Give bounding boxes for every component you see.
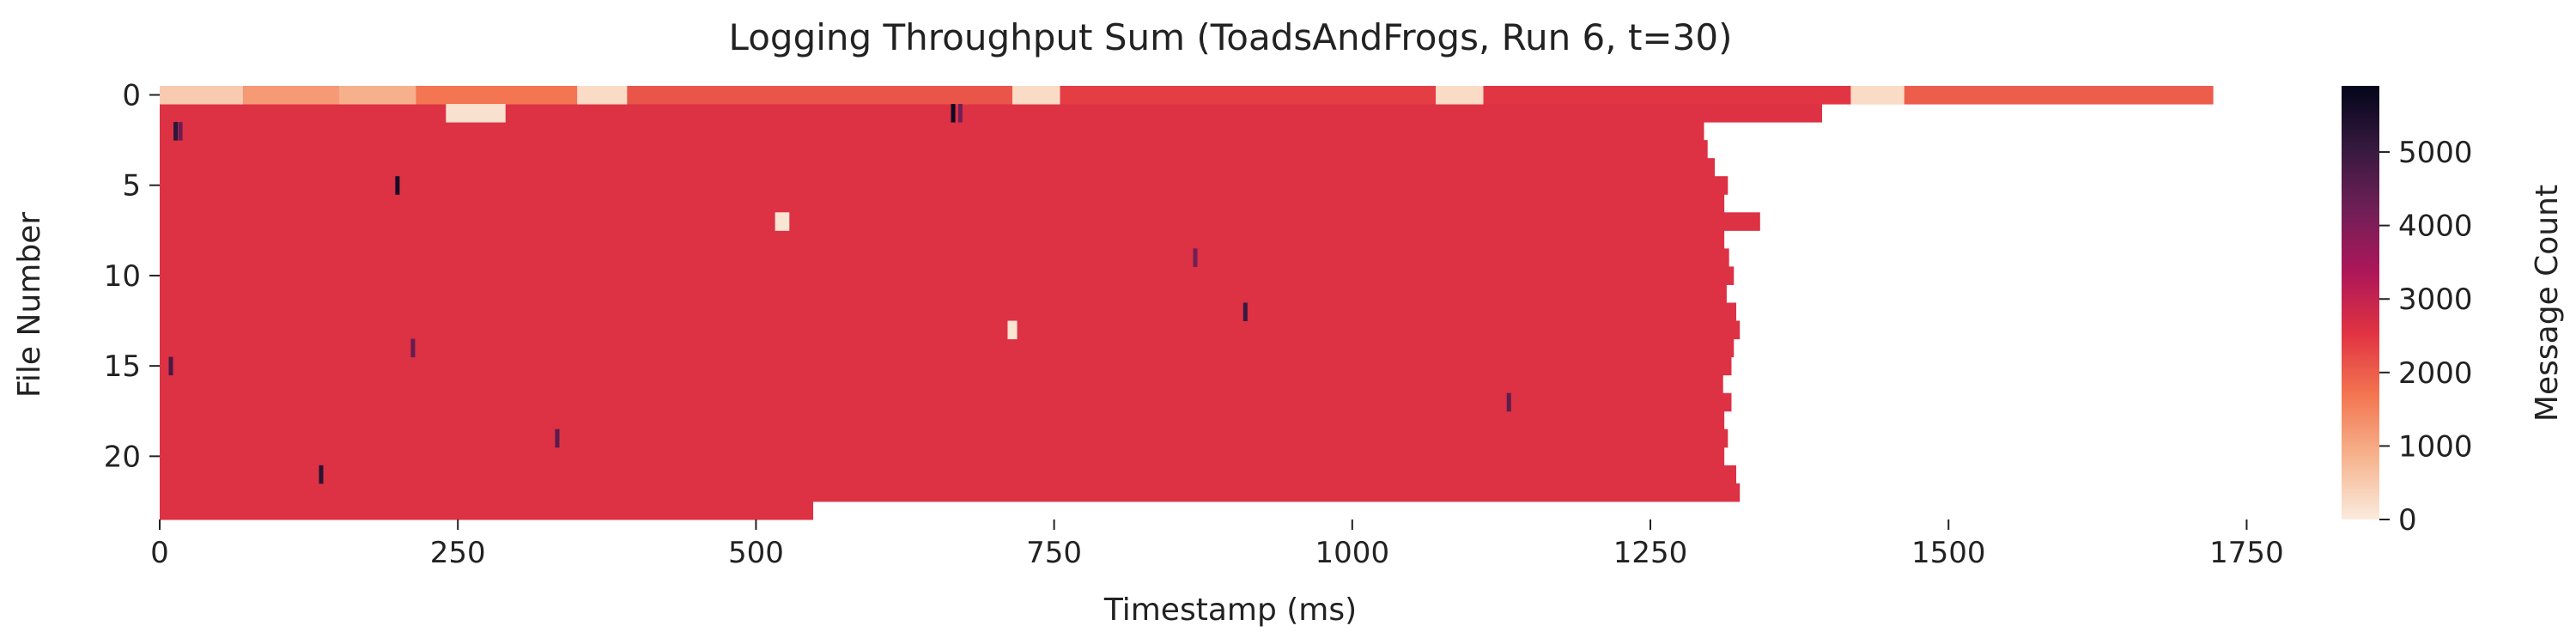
colorbar-tick-label: 2000 — [2398, 356, 2473, 391]
heatmap-row-23 — [160, 501, 814, 520]
heatmap-low-cell-0 — [446, 104, 506, 123]
heatmap-cell-row0-1 — [243, 86, 339, 105]
x-axis: 0 250 500 750 1000 1250 1500 1750 — [150, 519, 2284, 570]
heatmap-row-4 — [160, 158, 1716, 177]
heatmap-row-14 — [160, 338, 1735, 358]
heatmap-peak-cell-5 — [168, 356, 173, 376]
heatmap-low-cell-1 — [775, 212, 790, 231]
x-tick-label: 1250 — [1613, 536, 1688, 570]
x-tick-label: 1000 — [1315, 536, 1390, 570]
heatmap-row-10 — [160, 266, 1735, 285]
x-tick-label: 1500 — [1911, 536, 1986, 570]
heatmap-peak-cell-6 — [319, 465, 324, 484]
heatmap-row-1 — [160, 104, 1823, 123]
colorbar-ticks: 0 1000 2000 3000 4000 5000 — [2379, 136, 2473, 538]
y-tick-label: 15 — [104, 349, 141, 384]
heatmap-peak-cell-0 — [173, 122, 179, 141]
heatmap-low-cell-2 — [1007, 320, 1018, 340]
colorbar-tick-label: 5000 — [2398, 136, 2473, 170]
y-axis: 0 5 10 15 20 — [104, 79, 160, 474]
heatmap-row-13 — [160, 320, 1741, 340]
heatmap-cell-row0-11 — [1904, 86, 2214, 105]
heatmap-cell-row0-8 — [1436, 86, 1484, 105]
y-tick-label: 5 — [122, 169, 141, 204]
x-axis-label: Timestamp (ms) — [1103, 592, 1357, 628]
heatmap-row-3 — [160, 140, 1708, 159]
heatmap-row-19 — [160, 428, 1728, 448]
y-tick-label: 10 — [104, 259, 141, 294]
heatmap-cell-row0-3 — [416, 86, 578, 105]
heatmap-row-7 — [160, 212, 1760, 231]
y-tick-label: 0 — [122, 79, 141, 113]
heatmap-row-17 — [160, 392, 1732, 412]
heatmap-peak-cell-3 — [957, 104, 963, 123]
heatmap-row-18 — [160, 410, 1725, 430]
heatmap-cell-row0-9 — [1483, 86, 1851, 105]
colorbar-label: Message Count — [2530, 185, 2565, 422]
heatmap-row-20 — [160, 447, 1725, 466]
colorbar — [2342, 86, 2379, 519]
heatmap-row-8 — [160, 230, 1725, 249]
heatmap-peak-cell-4 — [395, 176, 400, 195]
x-tick-label: 250 — [430, 536, 486, 570]
heatmap-cells — [160, 86, 2214, 520]
heatmap-peak-cell-2 — [951, 104, 956, 123]
chart-title: Logging Throughput Sum (ToadsAndFrogs, R… — [729, 16, 1733, 58]
colorbar-tick-label: 3000 — [2398, 283, 2473, 317]
heatmap-row-9 — [160, 248, 1729, 267]
heatmap-peak-cell-8 — [1242, 302, 1248, 322]
heatmap-cell-row0-10 — [1850, 86, 1905, 105]
heatmap-cell-row0-6 — [1012, 86, 1060, 105]
y-tick-label: 20 — [104, 440, 141, 474]
heatmap-row-22 — [160, 483, 1741, 502]
heatmap-peak-cell-7 — [555, 428, 560, 448]
heatmap-row-6 — [160, 194, 1725, 213]
colorbar-tick-label: 4000 — [2398, 210, 2473, 244]
heatmap-row-5 — [160, 176, 1728, 195]
heatmap-peak-cell-1 — [178, 122, 183, 141]
colorbar-tick-label: 1000 — [2398, 429, 2473, 464]
heatmap-peak-cell-11 — [410, 338, 416, 358]
heatmap-row-15 — [160, 356, 1732, 376]
heatmap-row-16 — [160, 374, 1723, 394]
heatmap-cell-row0-7 — [1060, 86, 1437, 105]
x-tick-label: 1750 — [2209, 536, 2284, 570]
heatmap-row-21 — [160, 465, 1737, 484]
heatmap-cell-row0-2 — [338, 86, 416, 105]
heatmap-row-12 — [160, 302, 1737, 322]
y-axis-label: File Number — [12, 212, 47, 398]
heatmap-cell-row0-5 — [627, 86, 1013, 105]
heatmap-row-11 — [160, 284, 1727, 303]
heatmap-peak-cell-9 — [1506, 392, 1511, 412]
x-tick-label: 750 — [1026, 536, 1082, 570]
heatmap-row-2 — [160, 122, 1704, 141]
x-tick-label: 0 — [150, 536, 169, 570]
colorbar-tick-label: 0 — [2398, 503, 2417, 538]
heatmap-cell-row0-0 — [160, 86, 244, 105]
heatmap-peak-cell-10 — [1193, 248, 1198, 267]
x-tick-label: 500 — [728, 536, 784, 570]
heatmap-cell-row0-4 — [577, 86, 628, 105]
